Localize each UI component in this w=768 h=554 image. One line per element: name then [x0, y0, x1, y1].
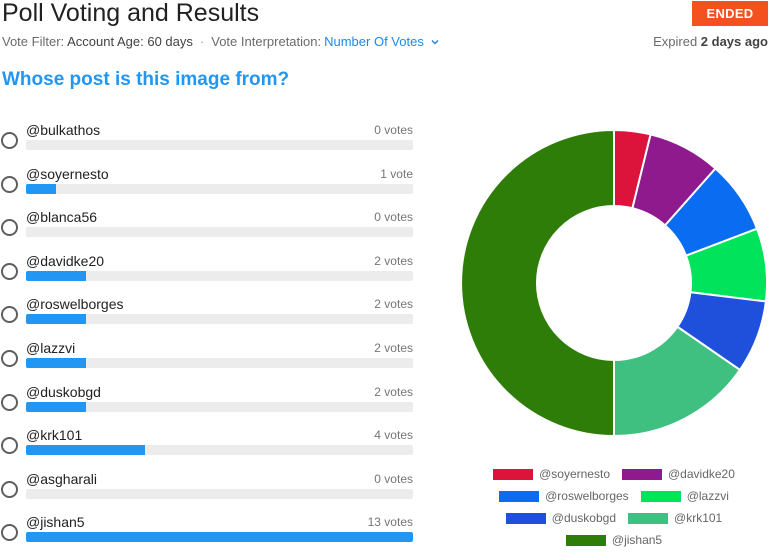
legend-label: @jishan5 [611, 533, 663, 547]
option-radio[interactable] [1, 262, 18, 280]
legend-swatch [493, 468, 534, 480]
option-name: @davidke20 [26, 252, 105, 269]
option-radio[interactable] [1, 480, 18, 498]
chevron-down-icon [431, 39, 439, 45]
legend-item[interactable]: @lazzvi [640, 489, 729, 503]
vote-filter-value: Account Age: 60 days [67, 34, 193, 49]
vote-progress-bar [26, 445, 413, 456]
vote-progress-fill [26, 358, 86, 368]
vote-interpretation-dropdown[interactable]: Number Of Votes [324, 34, 440, 49]
expired-prefix: Expired [653, 34, 698, 49]
vote-progress-fill [26, 183, 56, 194]
legend-swatch [640, 490, 681, 502]
option-radio[interactable] [1, 132, 18, 149]
option-name: @jishan5 [26, 514, 85, 531]
option-radio[interactable] [1, 350, 18, 367]
legend-row: @soyernesto @davidke20 [440, 463, 768, 485]
expired-value: 2 days ago [700, 34, 768, 49]
vote-progress-fill [26, 445, 146, 456]
poll-question: Whose post is this image from? [2, 69, 290, 90]
legend-label: @krk101 [674, 511, 723, 525]
option-name: @bulkathos [26, 122, 101, 138]
option-name: @asgharali [26, 470, 98, 487]
vote-progress-bar [26, 401, 413, 412]
option-votes: 0 votes [374, 123, 413, 137]
vote-progress-fill [26, 401, 86, 412]
legend-item[interactable]: @jishan5 [565, 533, 663, 547]
poll-option[interactable]: @lazzvi 2 votes [0, 340, 420, 380]
status-badge: ENDED [692, 1, 768, 26]
option-name: @soyernesto [26, 165, 109, 182]
option-votes: 2 votes [374, 341, 413, 355]
legend-swatch [628, 512, 669, 524]
option-radio[interactable] [1, 393, 18, 411]
vote-progress-fill [26, 314, 86, 325]
vote-progress-bar [26, 358, 413, 368]
legend-item[interactable]: @soyernesto [493, 467, 610, 481]
poll-option[interactable]: @roswelborges 2 votes [0, 296, 420, 336]
vote-progress-bar [26, 183, 413, 194]
poll-option[interactable]: @jishan5 13 votes [0, 514, 420, 554]
vote-progress-bar [26, 314, 413, 325]
poll-meta: Vote Filter: Account Age: 60 days · Vote… [2, 34, 440, 49]
option-name: @blanca56 [26, 209, 98, 226]
legend-label: @duskobgd [551, 511, 617, 525]
option-name: @duskobgd [26, 383, 101, 400]
meta-separator: · [199, 34, 205, 49]
vote-progress-bar [26, 270, 413, 281]
vote-progress-bar [26, 532, 413, 543]
legend-label: @roswelborges [545, 489, 629, 503]
option-votes: 1 vote [380, 166, 413, 181]
vote-progress-fill [26, 270, 86, 281]
option-votes: 2 votes [374, 384, 413, 399]
vote-progress-fill [26, 532, 413, 543]
option-votes: 0 votes [374, 471, 413, 486]
option-name: @lazzvi [26, 340, 76, 356]
vote-interpretation-label: Vote Interpretation: [211, 34, 322, 49]
option-radio[interactable] [1, 306, 18, 324]
option-radio[interactable] [1, 524, 18, 542]
poll-option[interactable]: @davidke20 2 votes [0, 253, 420, 293]
option-votes: 0 votes [374, 210, 413, 225]
legend-swatch [499, 490, 540, 502]
legend-item[interactable]: @krk101 [628, 511, 722, 525]
legend-item[interactable]: @roswelborges [499, 489, 629, 503]
option-votes: 2 votes [374, 253, 413, 268]
legend-swatch [622, 468, 662, 480]
chart-legend: @soyernesto @davidke20 @roswelborges @lazzv… [440, 463, 768, 551]
donut-slice [460, 128, 615, 438]
poll-option[interactable]: @krk101 4 votes [0, 427, 420, 467]
option-name: @krk101 [26, 427, 83, 444]
vote-interpretation-value: Number Of Votes [324, 34, 424, 49]
poll-option[interactable]: @asgharali 0 votes [0, 471, 420, 511]
vote-progress-bar [26, 488, 413, 499]
legend-swatch [565, 534, 606, 546]
expiry-info: Expired 2 days ago [653, 34, 768, 49]
option-votes: 4 votes [374, 428, 413, 443]
option-radio[interactable] [1, 219, 18, 237]
legend-item[interactable]: @duskobgd [505, 511, 617, 525]
option-votes: 13 votes [367, 515, 413, 530]
results-donut-chart [460, 128, 768, 438]
legend-label: @lazzvi [686, 489, 729, 503]
poll-option[interactable]: @bulkathos 0 votes [0, 122, 420, 162]
poll-option[interactable]: @soyernesto 1 vote [0, 166, 420, 206]
option-radio[interactable] [1, 437, 18, 455]
legend-label: @davidke20 [668, 467, 735, 481]
option-name: @roswelborges [26, 296, 124, 313]
legend-row: @roswelborges @lazzvi [440, 485, 768, 507]
vote-filter-label: Vote Filter: [2, 34, 65, 49]
option-votes: 2 votes [374, 297, 413, 312]
vote-progress-bar [26, 140, 413, 150]
poll-option[interactable]: @duskobgd 2 votes [0, 384, 420, 424]
poll-option[interactable]: @blanca56 0 votes [0, 209, 420, 249]
page-title: Poll Voting and Results [2, 0, 260, 27]
legend-swatch [505, 512, 546, 524]
legend-row: @jishan5 [440, 529, 768, 551]
legend-row: @duskobgd @krk101 [440, 507, 768, 529]
option-radio[interactable] [1, 175, 18, 193]
legend-label: @soyernesto [539, 467, 610, 481]
vote-progress-bar [26, 227, 413, 238]
legend-item[interactable]: @davidke20 [622, 467, 735, 481]
